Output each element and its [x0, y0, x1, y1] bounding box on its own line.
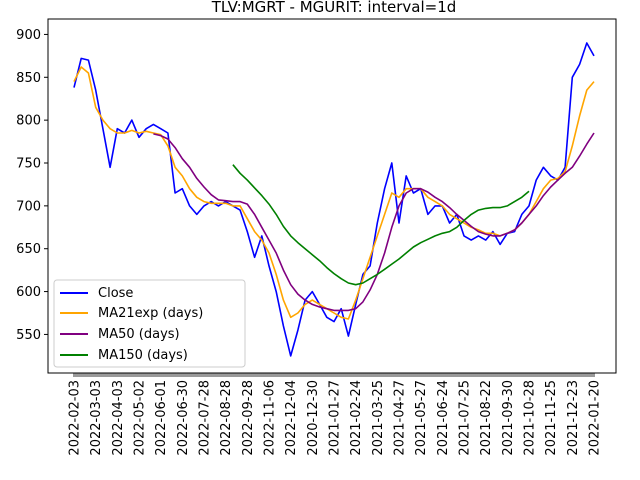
- x-tick-label: 2022-06-01: [154, 380, 169, 456]
- y-tick-label: 850: [16, 71, 41, 86]
- x-tick-label: 2020-12-30: [306, 380, 321, 456]
- series-line-2: [153, 132, 595, 312]
- x-tick-label: 2021-12-23: [566, 380, 581, 456]
- x-tick-label: 2022-08-28: [219, 380, 234, 456]
- legend-label-close: Close: [98, 286, 133, 301]
- x-tick-label: 2022-11-06: [263, 380, 278, 456]
- x-tick-label: 2022-01-20: [588, 380, 603, 456]
- x-tick-label: 2021-11-25: [544, 380, 559, 456]
- x-tick-label: 2021-01-27: [328, 380, 343, 456]
- y-tick-label: 800: [16, 114, 41, 129]
- x-tick-label: 2022-04-03: [111, 380, 126, 456]
- y-tick-label: 700: [16, 199, 41, 214]
- legend-box: [53, 279, 246, 368]
- x-tick-label: 2021-09-30: [501, 380, 516, 456]
- legend-label-ma50: MA50 (days): [98, 327, 180, 342]
- x-tick-label: 2022-12-04: [284, 380, 299, 456]
- y-tick-label: 650: [16, 242, 41, 257]
- x-tick-label: 2021-05-27: [414, 380, 429, 456]
- x-tick-label: 2021-03-25: [371, 380, 386, 456]
- x-axis: 2022-02-03 2022-03-03 2022-04-03 2022-05-02…: [68, 373, 603, 456]
- y-tick-label: 750: [16, 157, 41, 172]
- x-tick-label: 2021-08-22: [479, 380, 494, 456]
- x-tick-label: 2021-07-25: [458, 380, 473, 456]
- x-tick-label: 2022-09-28: [241, 380, 256, 456]
- x-tick-label: 2021-02-24: [349, 380, 364, 456]
- series-lines: [73, 42, 595, 357]
- x-tick-label: 2022-02-03: [68, 380, 83, 456]
- chart-title: TLV:MGRT - MGURIT: interval=1d: [211, 0, 457, 16]
- y-tick-label: 600: [16, 285, 41, 300]
- y-axis: 550 600 650 700 750 800 850 900: [16, 28, 48, 343]
- x-tick-label: 2022-05-02: [133, 380, 148, 456]
- x-tick-label: 2022-07-28: [198, 380, 213, 456]
- legend-label-ma150: MA150 (days): [98, 348, 188, 363]
- x-tick-label: 2021-06-24: [436, 380, 451, 456]
- x-tick-label: 2022-03-03: [89, 380, 104, 456]
- x-tick-label: 2021-04-27: [393, 380, 408, 456]
- legend: Close MA21exp (days) MA50 (days) MA150 (…: [53, 279, 246, 368]
- x-tick-label: 2021-10-28: [523, 380, 538, 456]
- x-tick-label: 2022-06-30: [176, 380, 191, 456]
- series-line-3: [232, 164, 530, 286]
- y-tick-label: 550: [16, 328, 41, 343]
- legend-label-ma21: MA21exp (days): [98, 306, 203, 321]
- y-tick-label: 900: [16, 28, 41, 43]
